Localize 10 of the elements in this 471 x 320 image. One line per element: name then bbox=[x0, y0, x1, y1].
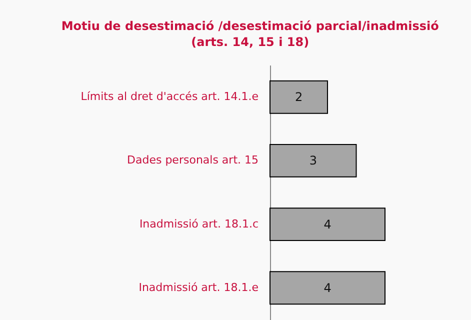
y-tick-label: Inadmissió art. 18.1.c bbox=[139, 217, 258, 230]
y-tick-label: Dades personals art. 15 bbox=[127, 154, 258, 167]
chart-title: Motiu de desestimació /desestimació parcial/inadmissió bbox=[61, 19, 439, 33]
chart-subtitle: (arts. 14, 15 i 18) bbox=[191, 35, 310, 49]
data-label: 3 bbox=[309, 154, 317, 168]
data-label: 4 bbox=[324, 280, 332, 295]
y-tick-label: Límits al dret d'accés art. 14.1.e bbox=[80, 90, 259, 104]
data-label: 2 bbox=[294, 90, 303, 104]
data-label: 4 bbox=[324, 217, 332, 232]
y-tick-label: Inadmissió art. 18.1.e bbox=[138, 280, 259, 294]
